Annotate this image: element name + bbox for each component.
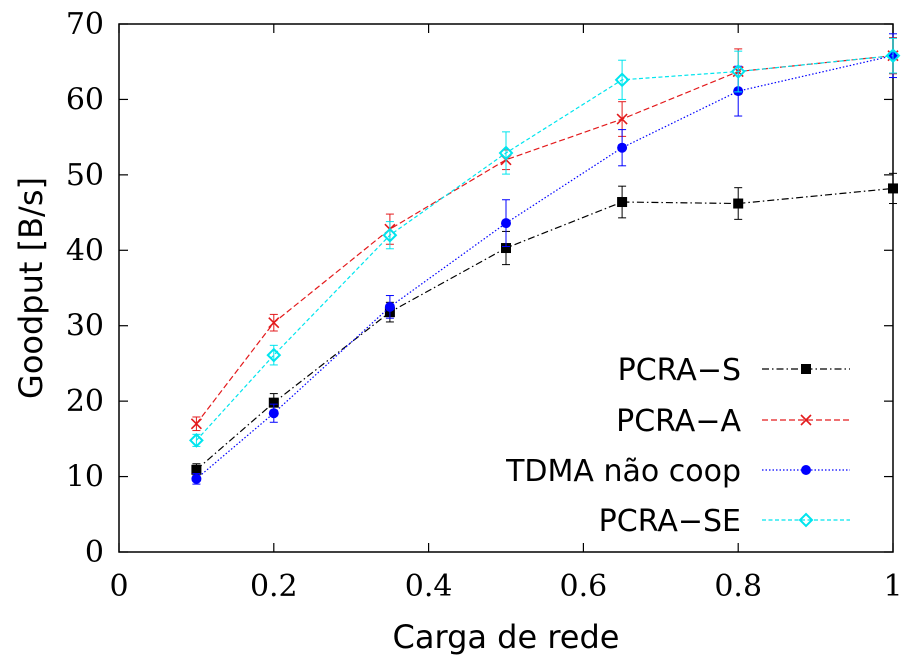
x-tick-label: 0.2 — [250, 569, 298, 604]
x-tick-label: 0.8 — [714, 569, 762, 604]
data-point — [384, 301, 395, 312]
data-point — [268, 397, 279, 408]
series-line — [196, 55, 894, 480]
data-point — [617, 197, 628, 208]
y-tick-label: 30 — [66, 309, 104, 344]
data-point — [730, 64, 746, 79]
y-tick-label: 20 — [66, 384, 104, 419]
series-line — [195, 55, 894, 425]
data-point — [191, 473, 202, 484]
legend-marker — [801, 364, 811, 374]
legend-label: PCRA−SE — [599, 504, 741, 539]
plot-frame — [118, 23, 894, 553]
data-point — [501, 218, 511, 229]
data-point — [501, 243, 511, 254]
data-point — [191, 464, 202, 475]
legend-marker — [801, 465, 811, 475]
series-line — [195, 55, 894, 441]
legend-marker — [800, 414, 812, 426]
legend: PCRA−S PCRA−A TDMA não coop PCRA−SE — [505, 353, 850, 539]
series-circle — [191, 33, 898, 485]
data-point — [733, 198, 744, 209]
data-point — [614, 72, 630, 88]
data-point — [617, 142, 628, 153]
data-point — [190, 418, 202, 430]
x-tick-label: 1 — [883, 569, 902, 604]
x-tick-label: 0 — [109, 569, 128, 604]
legend-label: TDMA não coop — [505, 454, 741, 489]
y-tick-label: 50 — [66, 158, 104, 193]
legend-marker — [798, 512, 814, 528]
y-tick-label: 0 — [85, 535, 104, 570]
y-axis: 0 10 20 30 40 50 60 70 — [66, 7, 893, 570]
data-point — [188, 432, 204, 448]
series-layer — [188, 33, 901, 485]
series-diamond — [188, 37, 901, 448]
series-line — [196, 187, 894, 471]
data-point — [498, 145, 514, 161]
data-point — [616, 113, 628, 125]
x-tick-label: 0.6 — [560, 569, 608, 604]
x-tick-label: 0.4 — [405, 569, 453, 604]
y-tick-label: 40 — [66, 233, 104, 268]
legend-label: PCRA−S — [618, 353, 741, 388]
y-axis-label: Goodput [B/s] — [12, 177, 50, 399]
data-point — [382, 227, 398, 243]
y-tick-label: 10 — [66, 460, 104, 495]
series-square — [191, 172, 898, 477]
x-axis: 0 0.2 0.4 0.6 0.8 1 — [109, 24, 903, 604]
legend-label: PCRA−A — [616, 404, 741, 439]
y-tick-label: 70 — [66, 7, 104, 42]
data-point — [268, 408, 279, 419]
x-axis-label: Carga de rede — [393, 618, 620, 656]
series-x — [190, 37, 899, 432]
data-point — [888, 183, 898, 194]
y-tick-label: 60 — [66, 82, 104, 117]
data-point — [268, 317, 280, 329]
data-point — [266, 347, 282, 363]
data-point — [885, 48, 901, 64]
